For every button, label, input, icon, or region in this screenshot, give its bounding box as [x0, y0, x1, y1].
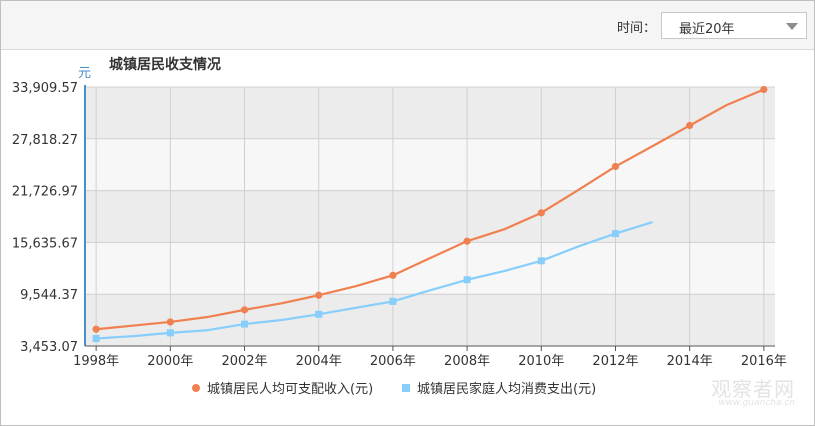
legend-marker	[402, 384, 410, 392]
grid-band	[85, 138, 775, 191]
time-range-label: 时间：	[616, 21, 656, 36]
chevron-down-icon[interactable]	[786, 23, 798, 30]
x-tick-label: 2010年	[518, 354, 564, 369]
x-tick-label: 1998年	[73, 354, 119, 369]
data-point	[315, 310, 323, 318]
grid-band	[85, 87, 775, 139]
legend-label: 城镇居民家庭人均消费支出(元)	[417, 381, 596, 397]
data-point	[92, 325, 100, 333]
data-point	[315, 291, 323, 299]
y-tick-label: 27,818.27	[12, 133, 78, 148]
data-point	[611, 162, 620, 171]
data-point	[389, 297, 397, 305]
y-tick-label: 9,544.37	[20, 288, 78, 303]
y-axis-unit: 元	[78, 66, 92, 81]
chart-title: 城镇居民收支情况	[109, 57, 221, 73]
data-point	[389, 271, 397, 279]
x-tick-label: 2016年	[741, 354, 787, 369]
x-tick-label: 2006年	[370, 354, 416, 369]
x-tick-label: 2012年	[592, 354, 638, 369]
data-point	[240, 306, 249, 314]
x-tick-label: 2004年	[296, 354, 342, 369]
data-point	[463, 276, 471, 284]
series-line-0	[96, 88, 765, 331]
y-tick-label: 15,635.67	[12, 236, 78, 251]
grid-band	[85, 242, 775, 295]
x-tick-label: 2008年	[444, 354, 490, 369]
time-range-select[interactable]: 最近20年	[661, 12, 807, 39]
series-line-1	[96, 221, 653, 340]
watermark-logo: 观察者网 www.guancha.cn	[711, 379, 795, 408]
data-point	[537, 209, 545, 217]
data-point	[686, 121, 694, 130]
legend-label: 城镇居民人均可支配收入(元)	[207, 382, 373, 397]
y-tick-label: 33,909.57	[12, 81, 78, 96]
data-point	[166, 329, 174, 337]
filter-bar: 时间： 最近20年	[1, 1, 814, 50]
x-tick-label: 2014年	[667, 354, 713, 369]
y-tick-label: 3,453.07	[20, 340, 78, 355]
data-point	[92, 335, 100, 343]
watermark-url: www.guancha.cn	[718, 398, 795, 408]
grid-band	[85, 190, 775, 243]
x-tick-label: 2002年	[221, 354, 267, 369]
data-point	[760, 85, 768, 94]
y-tick-label: 21,726.97	[12, 185, 78, 200]
data-point	[166, 318, 174, 326]
data-point	[463, 237, 471, 245]
grid-band	[85, 294, 775, 346]
data-point	[611, 230, 619, 238]
time-range-value: 最近20年	[679, 22, 735, 37]
legend-marker	[192, 384, 200, 392]
data-point	[537, 257, 545, 265]
watermark-text: 观察者网	[711, 377, 795, 401]
x-tick-label: 2000年	[147, 354, 193, 369]
data-point	[241, 320, 249, 328]
